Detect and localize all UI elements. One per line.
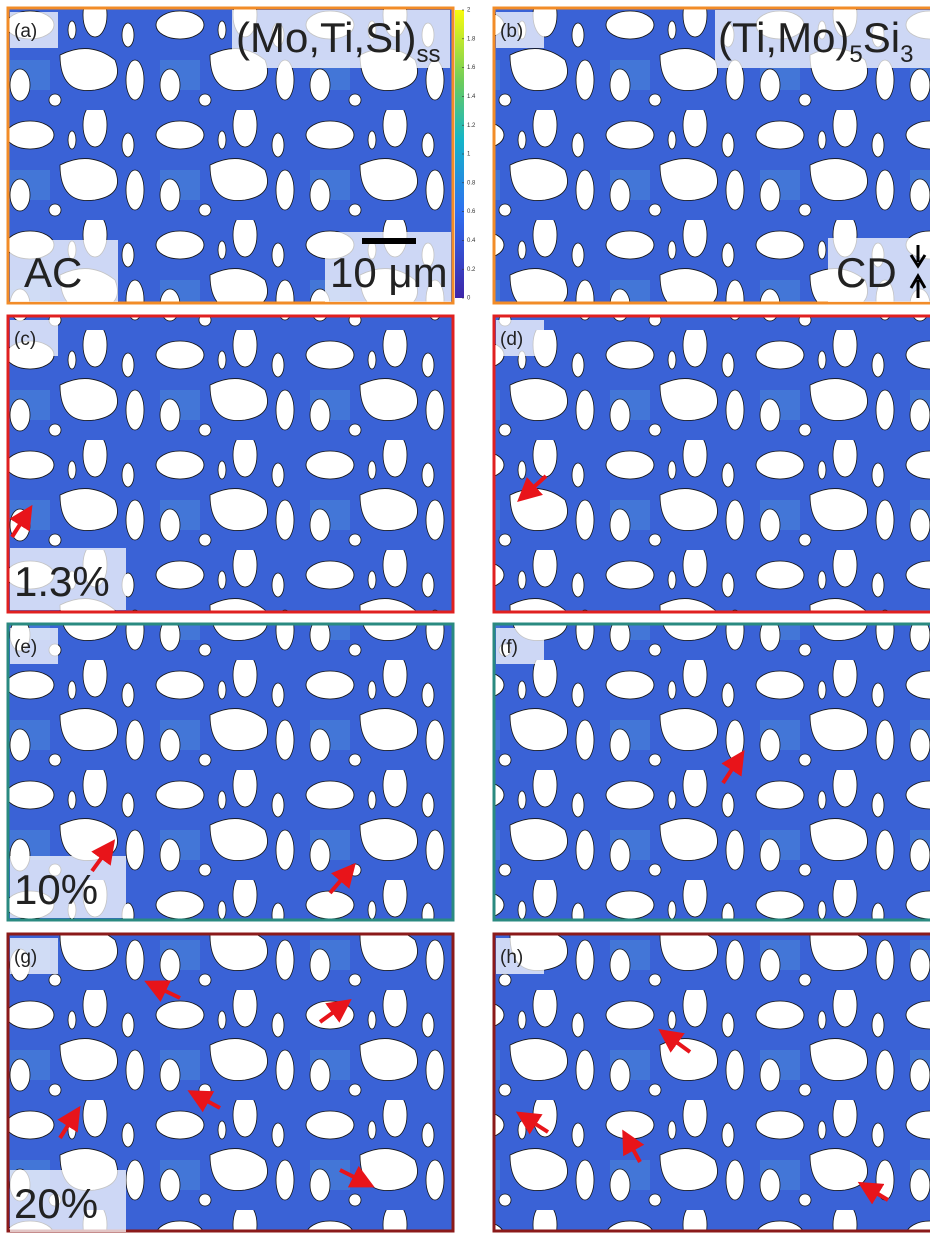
panel-label: (d) — [500, 329, 523, 350]
panel-d — [494, 316, 930, 612]
colorbar-ticks: 0 0.2 0.4 0.6 0.8 1 1.2 1.4 1.6 1.8 2 — [462, 8, 476, 302]
phase-name: (Mo,Ti,Si)ss — [236, 14, 440, 68]
colorbar-tick-label: 0.8 — [467, 180, 476, 186]
colorbar-tick-label: 1.4 — [467, 94, 476, 100]
panel-label: (a) — [14, 21, 37, 42]
phase-sub: 3 — [900, 41, 913, 68]
colorbar-tick-label: 0.6 — [467, 209, 476, 215]
panel-label: (c) — [14, 329, 36, 350]
colorbar-tick-label: 1.6 — [467, 65, 476, 71]
phase-sub: 5 — [849, 41, 862, 68]
panel-label: (h) — [500, 947, 523, 968]
figure: (a) (b) (c) (d) (e) (f) (g) (h) (Mo,Ti,S… — [0, 0, 930, 1233]
colorbar-tick-label: 1.2 — [467, 123, 476, 129]
panel-label: (b) — [500, 21, 523, 42]
phase-main: (Ti,Mo) — [718, 14, 849, 61]
phase-name: (Ti,Mo)5Si3 — [718, 14, 914, 68]
phase-main: (Mo,Ti,Si) — [236, 14, 416, 61]
panel-f — [494, 624, 930, 920]
panel-h — [494, 934, 930, 1231]
colorbar-tick-label: 1 — [467, 152, 471, 158]
colorbar-tick-label: 1.8 — [467, 36, 476, 42]
condition: AC — [24, 249, 82, 296]
panel-label: (f) — [500, 637, 518, 658]
condition: 20% — [14, 1180, 98, 1227]
direction: CD — [836, 249, 897, 296]
phase-sub: ss — [416, 41, 440, 68]
scale-label: 10 μm — [330, 249, 448, 296]
phase-mid: Si — [863, 14, 900, 61]
condition: 10% — [14, 866, 98, 913]
panel-label: (e) — [14, 637, 37, 658]
colorbar-tick-label: 0.2 — [467, 267, 476, 273]
colorbar-tick-label: 0 — [467, 296, 471, 302]
condition: 1.3% — [14, 558, 110, 605]
panel-label: (g) — [14, 947, 37, 968]
colorbar-tick-label: 0.4 — [467, 238, 476, 244]
colorbar-tick-label: 2 — [467, 8, 471, 14]
